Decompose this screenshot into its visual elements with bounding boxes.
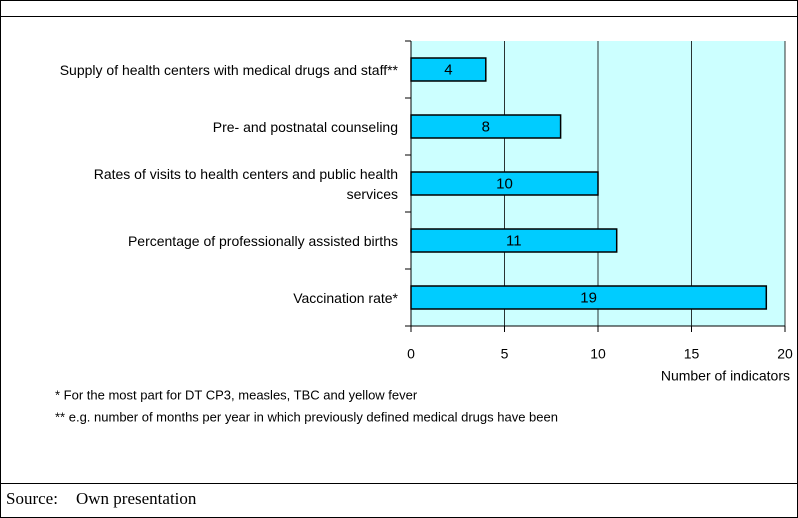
category-label: Supply of health centers with medical dr… (59, 61, 398, 78)
x-tick-label: 5 (501, 346, 509, 362)
category-label: Vaccination rate* (293, 289, 398, 306)
bar (410, 57, 487, 82)
category-label: Rates of visits to health centers and pu… (93, 165, 398, 202)
source: Own presentation (76, 489, 197, 508)
x-tick-label: 10 (590, 346, 606, 362)
data-label: 11 (506, 232, 522, 249)
x-tick-label: 0 (407, 346, 415, 362)
bar (410, 171, 599, 196)
category-label: Pre- and postnatal counseling (212, 118, 398, 135)
data-label: 8 (482, 118, 490, 135)
footnote: * For the most part for DT CP3, measles,… (55, 387, 418, 402)
x-tick-label: 20 (777, 346, 793, 362)
source-label: Source: (6, 489, 58, 508)
bar (410, 114, 562, 139)
bar (410, 285, 768, 310)
x-tick-label: 15 (684, 346, 700, 362)
data-label: 19 (580, 289, 597, 306)
x-axis-label: Number of indicators (661, 368, 790, 384)
bar (410, 228, 618, 253)
category-label: Percentage of professionally assisted bi… (127, 232, 398, 249)
footnote: ** e.g. number of months per year in whi… (55, 409, 558, 424)
data-label: 4 (444, 61, 452, 78)
data-label: 10 (496, 175, 513, 192)
